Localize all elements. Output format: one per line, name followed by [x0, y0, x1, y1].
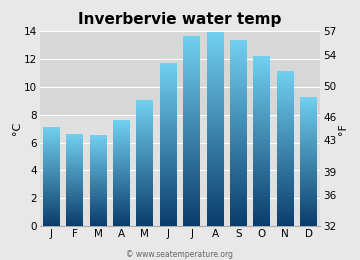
Y-axis label: °C: °C [12, 122, 22, 135]
Y-axis label: °F: °F [338, 123, 348, 135]
Bar [40, 31, 320, 115]
Title: Inverbervie water temp: Inverbervie water temp [78, 12, 282, 27]
Text: © www.seatemperature.org: © www.seatemperature.org [126, 250, 234, 259]
